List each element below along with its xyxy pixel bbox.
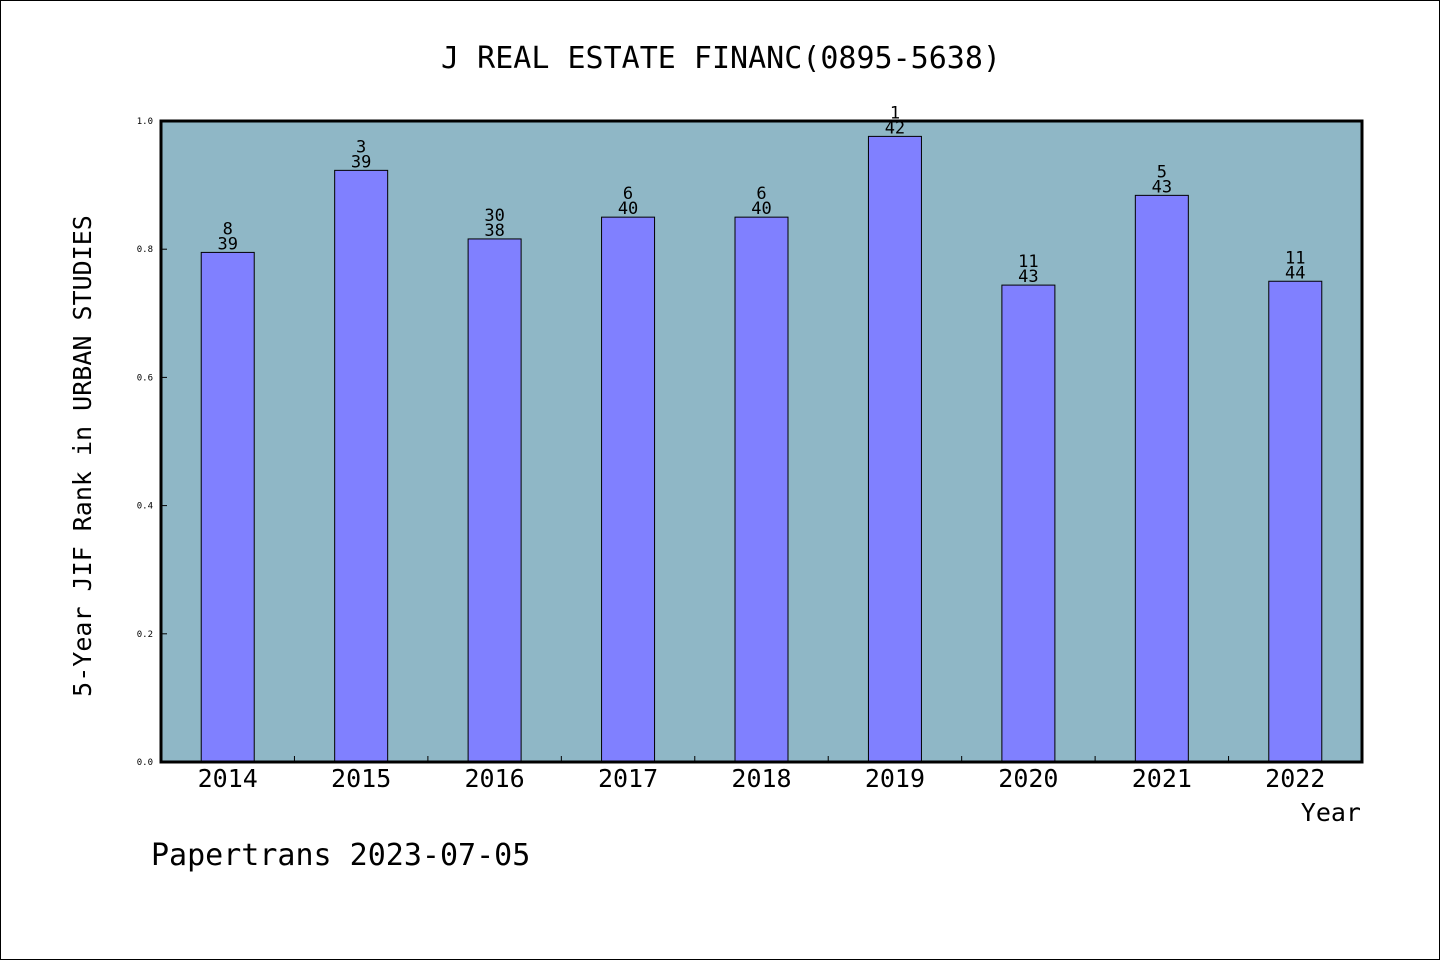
y-tick-label: 0.2 [137, 630, 153, 640]
y-tick-label: 0.6 [137, 373, 153, 383]
bar-2018 [734, 216, 789, 763]
bar-total-label: 40 [618, 199, 638, 219]
y-axis: 0.0 0.2 0.4 0.6 0.8 1.0 [137, 117, 167, 768]
y-tick-label: 0.8 [137, 245, 153, 255]
bar-2014 [200, 251, 255, 763]
bar-2022 [1268, 280, 1323, 763]
x-tick-label: 2022 [1265, 764, 1325, 793]
bar-2016 [467, 238, 522, 763]
x-tick-label: 2017 [598, 764, 658, 793]
bar-total-label: 43 [1152, 177, 1172, 197]
bar-2015 [334, 169, 389, 763]
bar-rank-label: 5 [1157, 162, 1167, 182]
y-tick-label: 0.0 [137, 758, 153, 768]
bar-total-label: 43 [1018, 267, 1038, 287]
bar-total-label: 40 [751, 199, 771, 219]
bar-2020 [1001, 284, 1056, 763]
bar-2019 [867, 135, 922, 763]
x-tick-label: 2015 [331, 764, 391, 793]
x-tick-label: 2016 [465, 764, 525, 793]
bar-2017 [601, 216, 656, 763]
y-tick-label: 1.0 [137, 117, 153, 127]
bar-total-label: 38 [484, 221, 504, 241]
bar-rank-label: 1 [890, 103, 900, 123]
x-tick-label: 2020 [998, 764, 1058, 793]
bar-rank-label: 30 [484, 206, 504, 226]
bars [200, 135, 1323, 763]
bar-total-label: 44 [1285, 263, 1305, 283]
bar-total-label: 42 [885, 118, 905, 138]
y-tick-label: 0.4 [137, 502, 153, 512]
bar-rank-label: 6 [756, 184, 766, 204]
x-tick-label: 2021 [1132, 764, 1192, 793]
plot-border [159, 119, 1364, 764]
x-tick-label: 2018 [731, 764, 791, 793]
bar-rank-label: 11 [1018, 252, 1038, 272]
bar-rank-label: 3 [356, 137, 366, 157]
y-axis-label: 5-Year JIF Rank in URBAN STUDIES [68, 215, 97, 697]
x-tick-label: 2019 [865, 764, 925, 793]
bar-total-label: 39 [351, 152, 371, 172]
footer-stamp: Papertrans 2023-07-05 [151, 838, 530, 873]
bar-rank-label: 8 [223, 219, 233, 239]
chart-title: J REAL ESTATE FINANC(0895-5638) [441, 41, 1001, 76]
x-tick-label: 2014 [198, 764, 258, 793]
x-axis-label: Year [1301, 798, 1361, 827]
bar-rank-label: 11 [1285, 248, 1305, 268]
x-axis: 2014 2015 2016 2017 2018 2019 2020 2021 2022 [198, 756, 1325, 793]
bar-2021 [1134, 194, 1189, 763]
bar-total-label: 39 [217, 234, 237, 254]
bar-rank-label: 6 [623, 184, 633, 204]
